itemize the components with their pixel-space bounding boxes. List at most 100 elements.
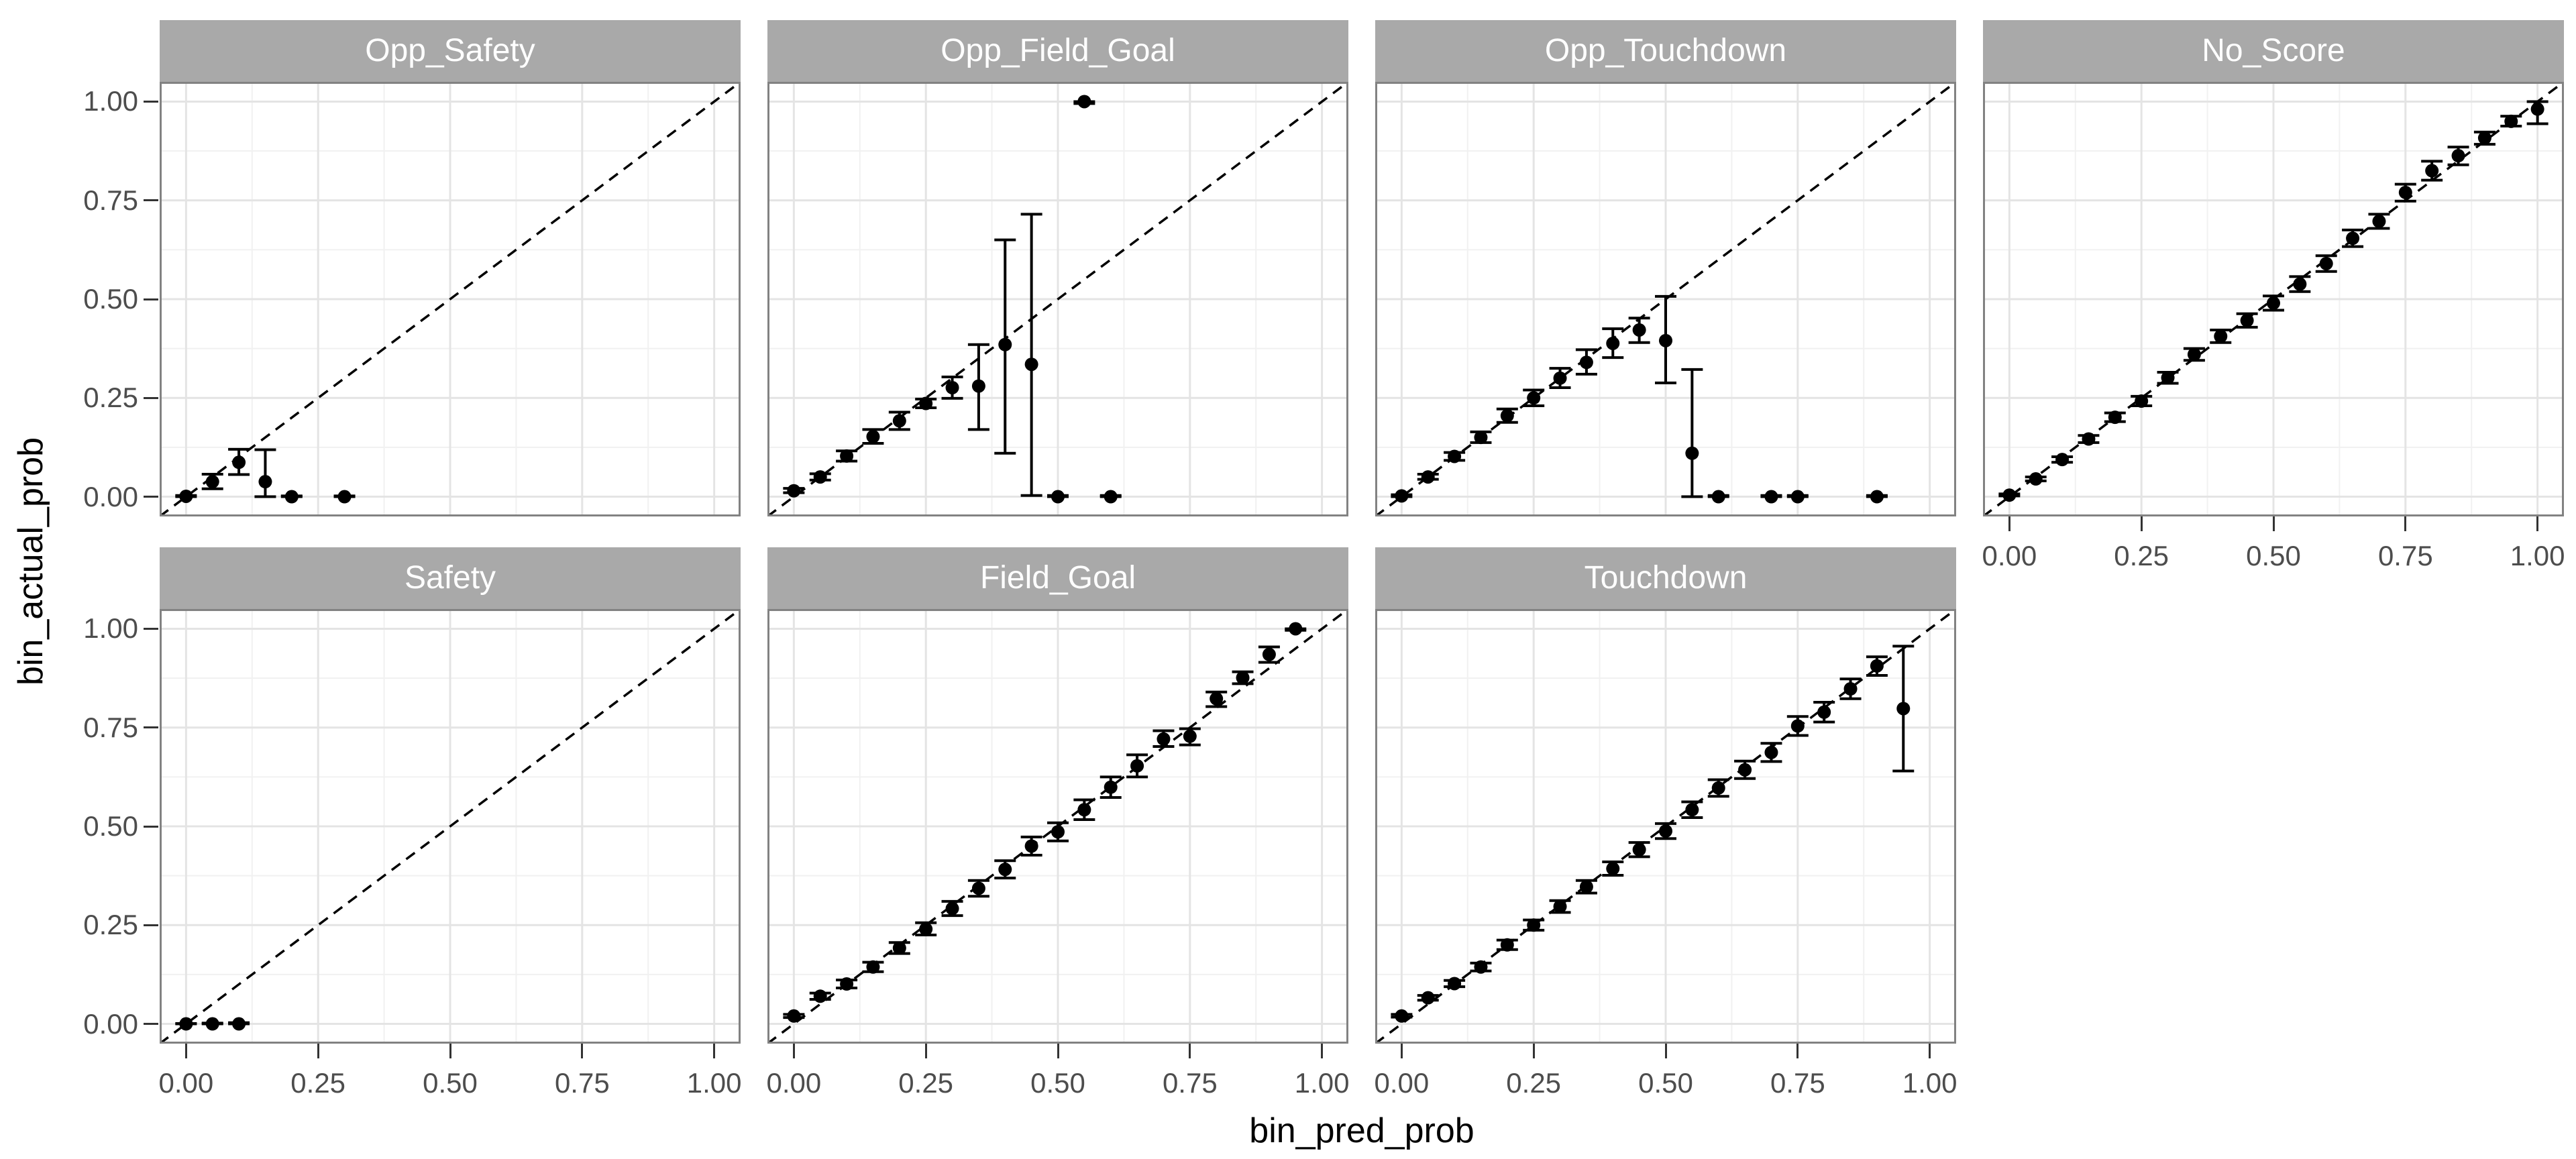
- data-point: [840, 449, 854, 463]
- x-tick-mark: [1664, 1044, 1667, 1058]
- data-point: [1236, 671, 1250, 685]
- data-point: [971, 881, 985, 895]
- data-point: [1790, 490, 1805, 504]
- data-point: [2187, 347, 2201, 362]
- data-point: [1395, 1009, 1409, 1023]
- y-tick-label-row0: 0.00: [83, 480, 138, 512]
- data-point: [1051, 825, 1065, 839]
- x-tick-label: 0.50: [2246, 540, 2301, 571]
- data-point: [919, 396, 933, 410]
- data-point: [1738, 763, 1752, 777]
- data-point: [337, 490, 352, 504]
- data-point: [2135, 394, 2149, 408]
- facet-strip-label: Opp_Field_Goal: [941, 33, 1175, 68]
- facet-panel-no_score: [1983, 82, 2564, 516]
- identity-reference-line: [767, 82, 1348, 516]
- facet-strip-no_score: No_Score: [1983, 20, 2564, 82]
- data-point: [1843, 681, 1858, 696]
- data-point: [1395, 489, 1409, 503]
- data-point: [971, 379, 985, 393]
- data-point: [1685, 446, 1699, 460]
- x-tick-label: 1.00: [1902, 1067, 1957, 1099]
- data-point: [945, 901, 959, 916]
- y-tick-mark: [144, 726, 158, 729]
- data-point: [1262, 647, 1276, 661]
- y-tick-label-row0: 0.25: [83, 382, 138, 414]
- data-point: [866, 430, 880, 444]
- y-tick-label-row0: 0.50: [83, 283, 138, 315]
- y-tick-mark: [144, 199, 158, 202]
- x-tick-mark: [2008, 516, 2010, 531]
- y-tick-mark: [144, 396, 158, 399]
- data-point: [1685, 803, 1699, 817]
- y-tick-label-row1: 0.50: [83, 810, 138, 842]
- panel-border: [160, 609, 741, 1044]
- data-point: [1421, 991, 1435, 1005]
- data-point: [813, 470, 827, 484]
- facet-strip-label: Opp_Safety: [365, 33, 535, 68]
- y-tick-label-row0: 0.75: [83, 184, 138, 216]
- data-point: [2319, 256, 2333, 270]
- panel-border: [1375, 609, 1956, 1044]
- data-point: [1659, 824, 1672, 838]
- panel-border: [160, 82, 741, 516]
- facet-strip-label: No_Score: [2202, 33, 2345, 68]
- x-tick-label: 0.25: [2114, 540, 2169, 571]
- x-tick-mark: [1057, 1044, 1059, 1058]
- data-point: [1210, 692, 1224, 706]
- data-point: [232, 455, 246, 470]
- data-point: [2267, 296, 2280, 310]
- x-tick-mark: [2272, 516, 2275, 531]
- x-tick-label: 0.75: [2377, 540, 2433, 571]
- data-point: [1896, 702, 1911, 716]
- facet-strip-label: Touchdown: [1584, 560, 1748, 596]
- data-point: [2346, 231, 2360, 245]
- x-tick-mark: [184, 1044, 187, 1058]
- facet-strip-touchdown: Touchdown: [1375, 547, 1956, 609]
- data-point: [998, 337, 1012, 351]
- data-point: [1553, 899, 1567, 914]
- data-point: [1104, 780, 1118, 794]
- data-point: [892, 941, 906, 955]
- x-tick-label: 0.50: [423, 1067, 478, 1099]
- x-tick-mark: [792, 1044, 795, 1058]
- x-tick-label: 0.75: [554, 1067, 610, 1099]
- data-point: [205, 475, 219, 489]
- panel-border: [767, 82, 1348, 516]
- panel-border: [767, 609, 1348, 1044]
- facet-strip-label: Safety: [404, 560, 496, 596]
- data-point: [1817, 705, 1831, 719]
- y-tick-label-row0: 1.00: [83, 85, 138, 117]
- data-point: [1527, 918, 1541, 932]
- data-point: [1448, 977, 1462, 991]
- facet-panel-field_goal: [767, 609, 1348, 1044]
- data-point: [919, 922, 933, 936]
- data-point: [1500, 938, 1514, 952]
- data-point: [1157, 732, 1171, 746]
- y-tick-label-row1: 1.00: [83, 612, 138, 645]
- x-tick-mark: [1532, 1044, 1535, 1058]
- x-tick-mark: [1321, 1044, 1324, 1058]
- x-tick-label: 0.00: [766, 1067, 822, 1099]
- data-point: [1764, 745, 1778, 759]
- y-tick-mark: [144, 1023, 158, 1026]
- data-point: [205, 1017, 219, 1031]
- data-point: [840, 977, 854, 991]
- data-point: [2161, 371, 2175, 385]
- x-tick-mark: [1400, 1044, 1403, 1058]
- data-point: [1870, 490, 1884, 504]
- data-point: [1790, 719, 1805, 733]
- facet-strip-label: Opp_Touchdown: [1544, 33, 1787, 68]
- x-tick-label: 0.00: [1982, 540, 2037, 571]
- data-point: [2398, 185, 2412, 199]
- data-point: [1632, 842, 1646, 857]
- x-tick-mark: [713, 1044, 716, 1058]
- x-tick-mark: [2536, 516, 2539, 531]
- data-point: [2504, 114, 2518, 128]
- data-point: [866, 960, 880, 974]
- data-point: [1711, 490, 1725, 504]
- panel-border: [1375, 82, 1956, 516]
- data-point: [998, 863, 1012, 877]
- data-point: [2002, 488, 2017, 502]
